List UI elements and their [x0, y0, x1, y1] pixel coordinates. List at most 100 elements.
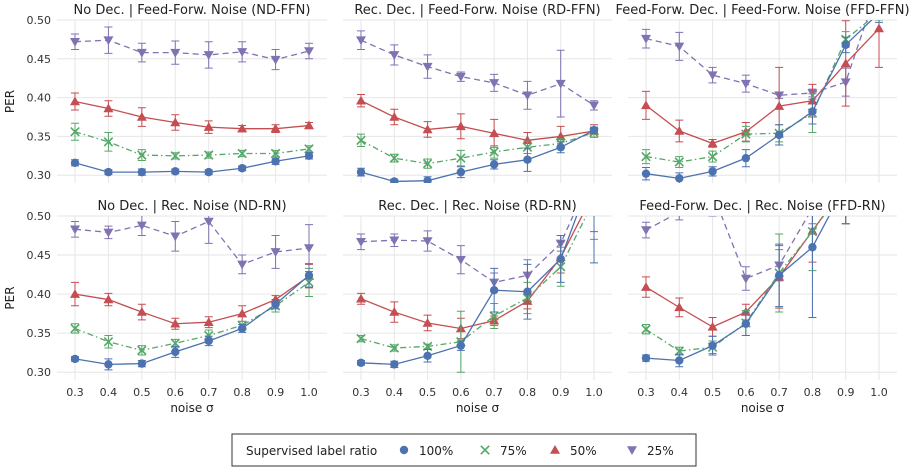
y-tick-label: 0.45	[27, 249, 52, 262]
y-tick-label: 0.30	[27, 366, 52, 379]
legend-title: Supervised label ratio	[246, 444, 377, 458]
x-tick-label: 1.0	[300, 386, 318, 399]
legend-label-25: 25%	[647, 444, 674, 458]
panel-title: Rec. Dec. | Feed-Forw. Noise (RD-FFN)	[354, 3, 600, 18]
data-point-25	[237, 260, 248, 270]
x-tick-label: 0.8	[804, 386, 822, 399]
data-point-100	[489, 285, 499, 295]
data-point-100	[774, 271, 784, 280]
legend-marker-25	[627, 446, 637, 455]
legend-label-50: 50%	[570, 444, 597, 458]
series-group	[356, 30, 599, 183]
data-point-75	[137, 150, 147, 160]
series-line-100	[74, 155, 310, 173]
data-point-100	[556, 254, 565, 264]
legend-marker-100	[399, 445, 409, 455]
series-line-100	[645, 216, 830, 362]
series-line-75	[645, 216, 825, 352]
data-point-100	[423, 176, 432, 183]
data-point-50	[270, 123, 281, 133]
data-point-50	[237, 308, 248, 318]
data-point-100	[171, 167, 180, 176]
data-point-100	[104, 360, 113, 369]
legend-marker-50	[550, 445, 560, 454]
data-point-25	[740, 274, 751, 284]
data-point-100	[841, 40, 850, 50]
x-axis-label: noise σ	[456, 401, 500, 415]
data-point-50	[674, 302, 685, 312]
data-point-50	[589, 188, 599, 197]
data-point-75	[489, 311, 499, 321]
data-point-100	[708, 341, 717, 350]
data-point-100	[204, 336, 213, 346]
x-tick-label: 0.5	[704, 386, 722, 399]
data-point-75	[422, 158, 433, 169]
x-tick-label: 0.5	[419, 386, 437, 399]
data-point-25	[170, 232, 181, 242]
x-tick-label: 1.0	[585, 386, 603, 399]
x-tick-label: 0.8	[233, 386, 251, 399]
data-point-75	[456, 153, 466, 163]
panel-1: 0.30 0.35 0.40 0.45 0.50 No Dec. | Feed-Forw.…	[3, 3, 327, 183]
panel-5: Rec. Dec. | Rec. Noise (RD-RN) 0.3 0.4 0.5 0…	[343, 188, 612, 415]
data-point-50	[555, 131, 566, 141]
data-point-100	[741, 319, 751, 328]
data-point-75	[389, 343, 400, 353]
panel-6: Feed-Forw. Dec. | Rec. Noise (FFD-RN) 0.3…	[628, 199, 897, 415]
data-point-25	[203, 51, 214, 60]
y-tick-label: 0.35	[27, 130, 52, 143]
data-point-100	[390, 177, 399, 183]
data-point-50	[170, 117, 181, 127]
data-point-100	[523, 287, 532, 296]
data-point-50	[103, 103, 114, 113]
data-point-25	[489, 79, 500, 88]
data-point-25	[237, 48, 248, 57]
data-point-100	[137, 359, 147, 368]
x-axis-label: noise σ	[741, 401, 785, 415]
data-point-100	[390, 360, 399, 369]
data-point-100	[271, 157, 280, 166]
x-tick-label: 0.6	[452, 386, 470, 399]
data-point-100	[808, 107, 817, 116]
x-tick-label: 0.3	[66, 386, 84, 399]
panel-title: Feed-Forw. Dec. | Rec. Noise (FFD-RN)	[639, 199, 885, 214]
series-line-100	[360, 129, 595, 183]
series-line-25	[74, 220, 310, 266]
data-point-25	[641, 34, 651, 44]
x-tick-label: 0.9	[837, 386, 855, 399]
series-line-75	[645, 20, 871, 163]
data-point-75	[741, 129, 751, 139]
series-line-50	[360, 100, 595, 141]
data-point-75	[137, 345, 147, 356]
x-tick-label: 0.6	[737, 386, 755, 399]
data-point-25	[136, 48, 147, 58]
data-point-100	[556, 143, 565, 152]
series-line-50	[74, 275, 310, 325]
data-point-25	[356, 36, 366, 46]
x-tick-label: 0.9	[267, 386, 285, 399]
data-point-75	[674, 157, 685, 167]
data-point-50	[203, 122, 214, 131]
data-point-75	[489, 147, 499, 157]
data-point-50	[203, 317, 214, 326]
y-tick-label: 0.50	[27, 210, 52, 223]
data-point-25	[70, 37, 80, 47]
data-point-25	[304, 47, 314, 57]
data-point-50	[136, 307, 147, 316]
data-point-100	[641, 169, 651, 178]
error-bar	[590, 216, 598, 264]
data-point-50	[70, 289, 80, 298]
legend-box	[231, 433, 697, 467]
data-point-75	[356, 135, 366, 146]
data-point-50	[641, 282, 651, 291]
panel-3: Feed-Forw. Dec. | Feed-Forw. Noise (FFD-…	[615, 3, 910, 183]
y-tick-label: 0.45	[27, 53, 52, 66]
data-point-50	[237, 123, 248, 133]
data-point-50	[641, 100, 651, 110]
x-tick-label: 0.7	[485, 386, 503, 399]
panel-title: Rec. Dec. | Rec. Noise (RD-RN)	[378, 199, 576, 214]
data-point-100	[456, 167, 466, 177]
error-bar	[841, 216, 850, 225]
x-tick-label: 0.6	[167, 386, 185, 399]
data-point-75	[304, 144, 314, 154]
